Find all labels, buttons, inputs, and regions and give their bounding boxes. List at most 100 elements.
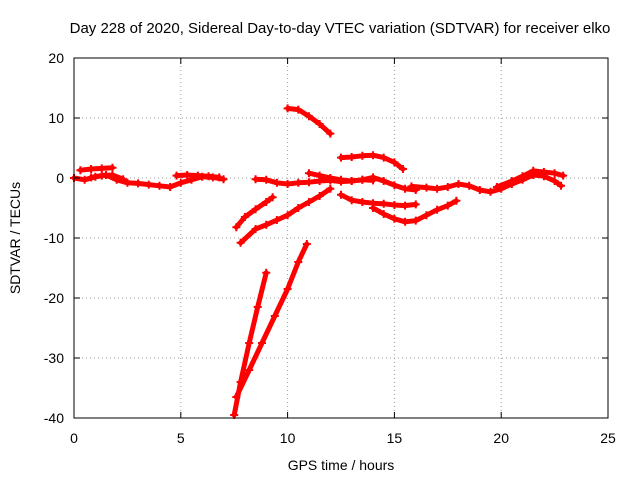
data-point xyxy=(411,200,420,209)
data-point xyxy=(304,112,313,121)
data-point xyxy=(422,211,431,220)
x-tick-label: 20 xyxy=(493,430,509,446)
data-point xyxy=(123,178,132,187)
data-point xyxy=(401,217,410,226)
data-point xyxy=(337,175,345,184)
data-point xyxy=(257,339,266,347)
data-point xyxy=(337,190,345,199)
data-point xyxy=(369,173,378,182)
data-point xyxy=(172,171,181,180)
ticks: 0 5 10 15 20 25 -40 -30 -20 -10 0 10 20 xyxy=(44,50,616,446)
data-point xyxy=(87,173,96,182)
data-point xyxy=(475,186,484,194)
data-point xyxy=(337,153,345,162)
data-point xyxy=(272,216,281,224)
data-point xyxy=(262,268,271,277)
data-point xyxy=(326,174,335,182)
data-point xyxy=(518,172,527,181)
y-tick-label: 0 xyxy=(56,170,64,186)
data-point xyxy=(390,181,399,190)
data-point xyxy=(407,182,416,191)
data-point xyxy=(347,196,356,205)
y-tick-label: -40 xyxy=(44,410,64,426)
data-point xyxy=(358,175,367,184)
data-point xyxy=(245,339,254,347)
data-point xyxy=(358,151,367,160)
data-point xyxy=(422,183,431,192)
x-tick-label: 15 xyxy=(387,430,403,446)
data-point xyxy=(454,180,463,188)
data-point xyxy=(492,183,501,191)
data-point xyxy=(358,198,367,206)
data-point xyxy=(294,105,303,114)
data-point xyxy=(294,178,303,187)
x-tick-label: 25 xyxy=(600,430,616,446)
series-arc-3 xyxy=(88,172,126,182)
data-point xyxy=(347,177,356,185)
data-point xyxy=(232,393,241,401)
y-tick-label: -10 xyxy=(44,230,64,246)
data-point xyxy=(240,213,249,221)
data-point xyxy=(465,181,474,190)
data-point xyxy=(379,210,388,218)
data-point xyxy=(315,171,324,180)
series-arc-2 xyxy=(77,165,115,173)
data-point xyxy=(87,165,96,173)
data-point xyxy=(245,366,254,374)
data-point xyxy=(97,164,106,173)
data-point xyxy=(315,120,324,128)
data-point xyxy=(80,175,89,184)
data-point xyxy=(452,196,461,205)
data-point xyxy=(390,214,399,223)
data-point xyxy=(283,211,292,220)
data-point xyxy=(215,173,224,182)
data-point xyxy=(379,199,388,208)
data-point xyxy=(270,312,279,320)
data-point xyxy=(390,201,399,209)
data-point xyxy=(369,204,378,212)
data-point xyxy=(550,177,559,185)
data-point xyxy=(326,129,335,138)
data-point xyxy=(304,178,313,187)
data-point xyxy=(443,183,452,191)
data-point xyxy=(326,184,335,193)
data-point xyxy=(294,204,303,212)
data-point xyxy=(347,153,356,161)
data-point xyxy=(204,172,213,181)
data-point xyxy=(559,171,568,180)
y-tick-label: -20 xyxy=(44,290,64,306)
data-point xyxy=(272,178,281,187)
data-point xyxy=(236,238,245,247)
y-tick-label: 20 xyxy=(48,50,64,66)
y-tick-label: -30 xyxy=(44,350,64,366)
data-point xyxy=(251,205,260,214)
y-axis-label: SDTVAR / TECUs xyxy=(7,182,23,294)
data-point xyxy=(302,240,311,248)
data-point xyxy=(262,220,271,229)
data-point xyxy=(251,175,260,184)
data-point xyxy=(315,192,324,200)
x-tick-label: 0 xyxy=(70,430,78,446)
data-point xyxy=(401,201,410,210)
data-point xyxy=(155,181,164,190)
data-point xyxy=(369,151,378,160)
data-point xyxy=(183,171,192,179)
data-point xyxy=(557,181,566,190)
series-group xyxy=(70,104,568,419)
data-point xyxy=(166,183,175,191)
data-point xyxy=(283,104,292,113)
data-point xyxy=(304,198,313,206)
data-point xyxy=(251,225,260,233)
data-point xyxy=(134,179,143,188)
x-axis-label: GPS time / hours xyxy=(288,457,395,473)
data-point xyxy=(411,216,420,225)
data-point xyxy=(379,177,388,185)
data-point xyxy=(253,303,262,311)
data-point xyxy=(283,180,292,188)
data-point xyxy=(176,178,185,187)
y-tick-label: 10 xyxy=(48,110,64,126)
data-point xyxy=(443,201,452,210)
data-point xyxy=(433,184,442,193)
